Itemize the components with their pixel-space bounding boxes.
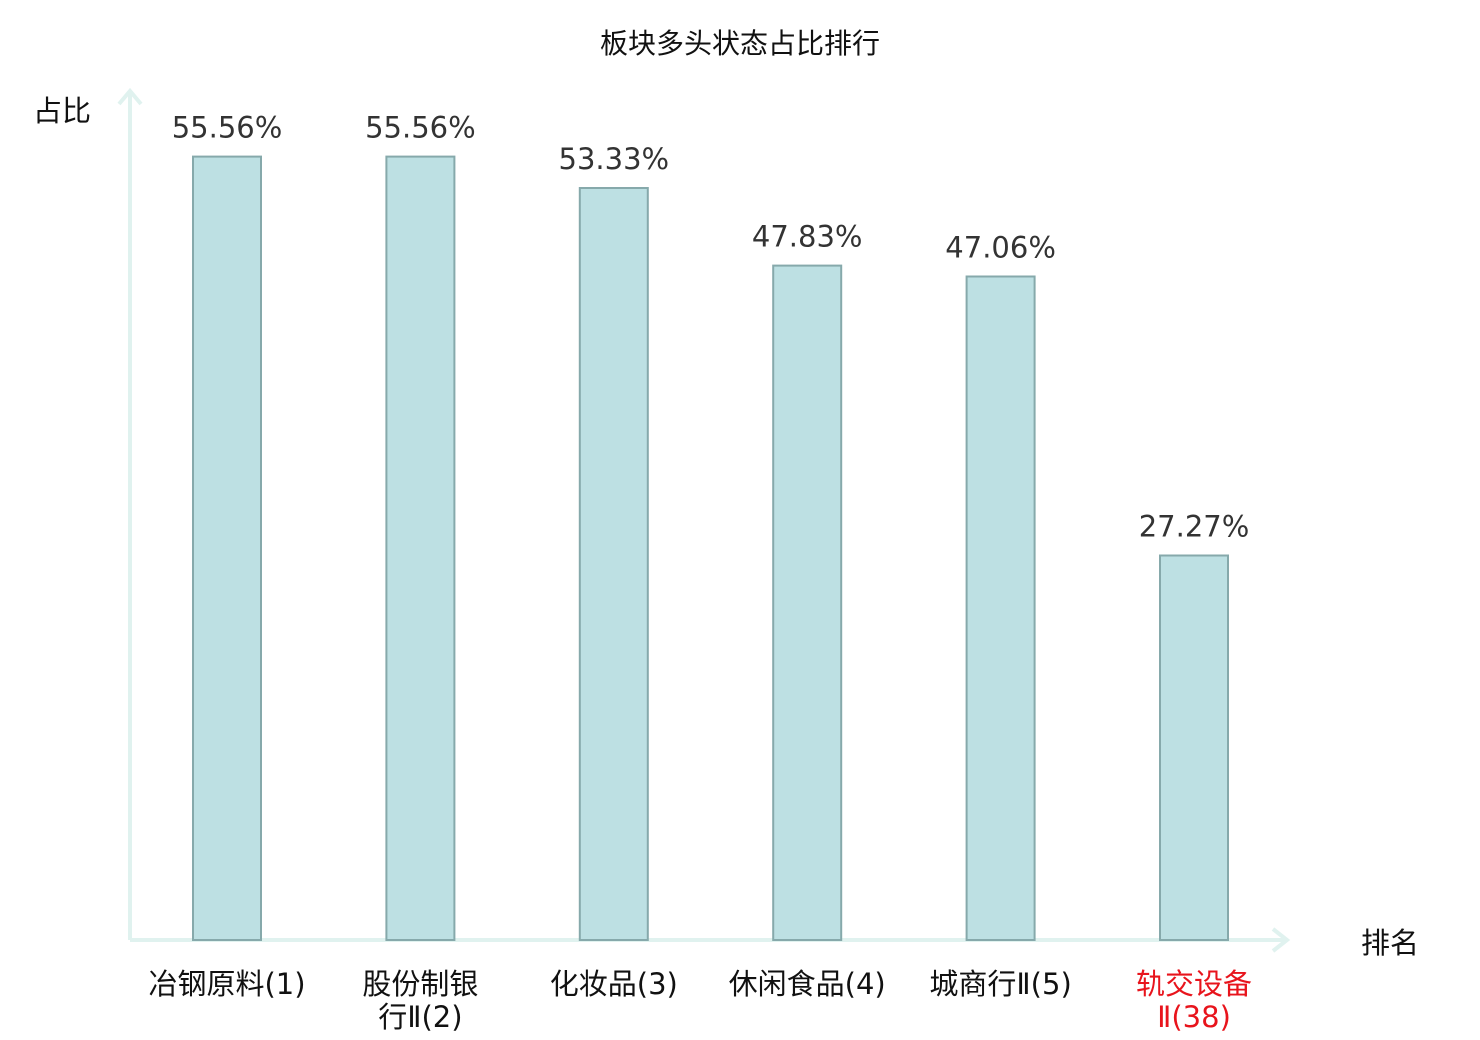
bar (1159, 554, 1229, 941)
bar (578, 187, 649, 941)
y-axis-arrow-icon (117, 87, 143, 106)
chart-title: 板块多头状态占比排行 (600, 27, 880, 60)
x-axis-label: 排名 (1361, 926, 1419, 960)
category-tick-label: 股份制银 (362, 967, 478, 1001)
bar-value-label: 55.56% (172, 111, 283, 145)
category-tick-label: 轨交设备 (1136, 967, 1252, 1001)
category-tick-label: 行Ⅱ(2) (378, 1000, 462, 1034)
bar-value-label: 27.27% (1139, 510, 1250, 544)
bar (772, 264, 843, 942)
value-labels-group: 55.56% 55.56% 53.33% 47.83% 47.06% 27.27% (172, 111, 1250, 544)
bar-value-label: 47.83% (752, 220, 863, 254)
bar-value-label: 55.56% (365, 111, 476, 145)
bars-group (192, 155, 1229, 942)
bar-value-label: 53.33% (559, 142, 670, 176)
category-tick-label: 城商行Ⅱ(5) (929, 967, 1071, 1001)
category-tick-label: 冶钢原料(1) (148, 967, 305, 1001)
category-tick-label: 休闲食品(4) (729, 967, 886, 1001)
bar-value-label: 47.06% (945, 231, 1056, 265)
x-axis-arrow-icon (1271, 927, 1291, 953)
category-tick-label: 化妆品(3) (550, 967, 678, 1001)
bar (192, 155, 262, 942)
category-tick-label: Ⅱ(38) (1157, 1000, 1231, 1034)
y-axis-label: 占比 (33, 94, 91, 128)
bar (965, 275, 1036, 941)
bar (385, 155, 456, 942)
